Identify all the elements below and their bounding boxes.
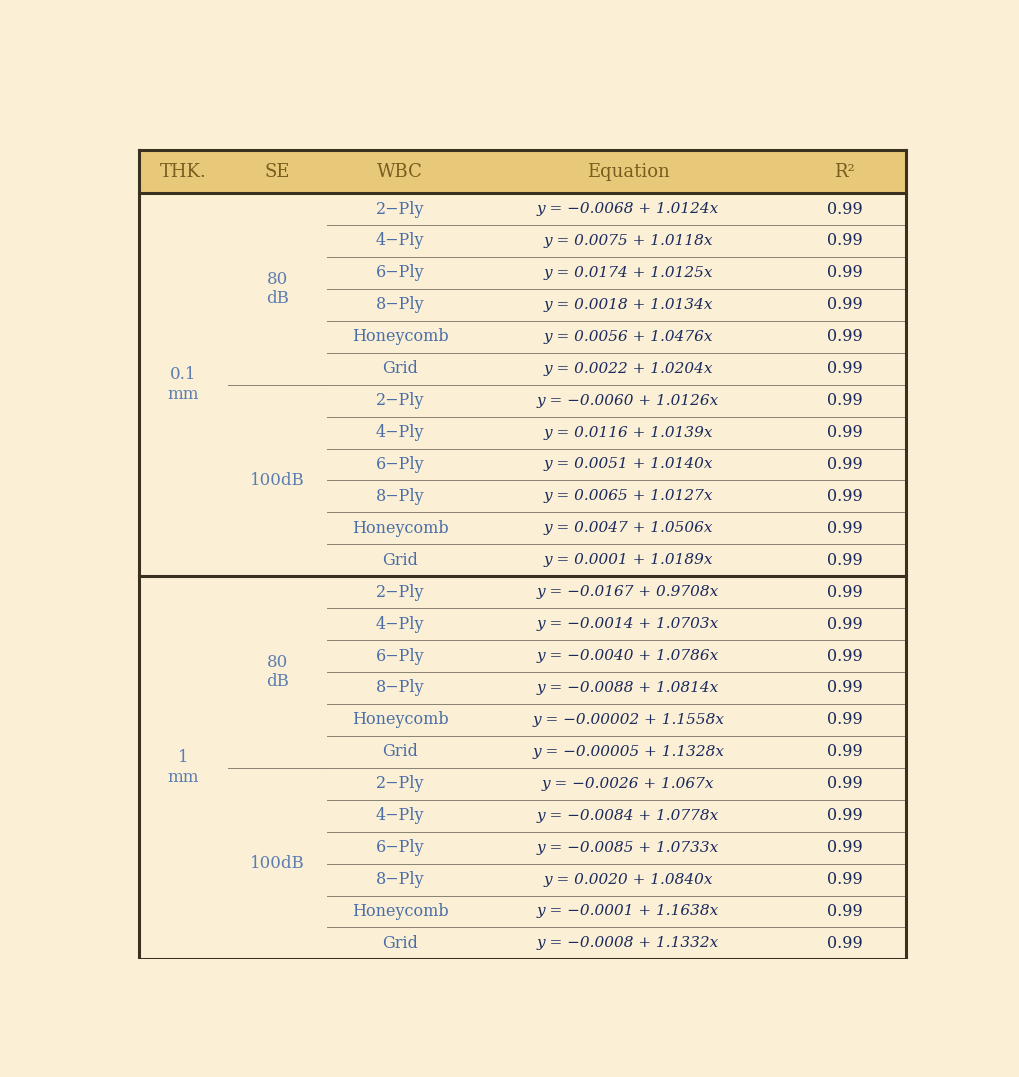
Text: 0.99: 0.99 — [826, 360, 862, 377]
Text: R²: R² — [834, 163, 854, 181]
Text: y = 0.0051 + 1.0140x: y = 0.0051 + 1.0140x — [543, 458, 712, 472]
Text: y = −0.0008 + 1.1332x: y = −0.0008 + 1.1332x — [537, 936, 718, 950]
Text: Honeycomb: Honeycomb — [352, 712, 448, 728]
Text: Honeycomb: Honeycomb — [352, 520, 448, 536]
Text: y = −0.0068 + 1.0124x: y = −0.0068 + 1.0124x — [537, 202, 718, 216]
Text: y = 0.0116 + 1.0139x: y = 0.0116 + 1.0139x — [543, 425, 712, 439]
Text: 0.99: 0.99 — [826, 296, 862, 313]
Text: Grid: Grid — [382, 935, 418, 952]
Text: y = 0.0075 + 1.0118x: y = 0.0075 + 1.0118x — [543, 234, 712, 248]
Text: 0.99: 0.99 — [826, 680, 862, 697]
Text: 4−Ply: 4−Ply — [375, 233, 424, 250]
Text: 0.99: 0.99 — [826, 871, 862, 889]
Text: y = −0.0001 + 1.1638x: y = −0.0001 + 1.1638x — [537, 905, 718, 919]
Text: 0.99: 0.99 — [826, 584, 862, 601]
Text: 1
mm: 1 mm — [167, 750, 199, 786]
Text: y = 0.0018 + 1.0134x: y = 0.0018 + 1.0134x — [543, 298, 712, 312]
Text: 0.99: 0.99 — [826, 392, 862, 409]
Text: 0.99: 0.99 — [826, 488, 862, 505]
Text: 2−Ply: 2−Ply — [375, 775, 424, 793]
Text: 2−Ply: 2−Ply — [375, 392, 424, 409]
Text: Grid: Grid — [382, 551, 418, 569]
Text: 0.99: 0.99 — [826, 520, 862, 536]
Text: y = 0.0056 + 1.0476x: y = 0.0056 + 1.0476x — [543, 330, 712, 344]
Text: Honeycomb: Honeycomb — [352, 328, 448, 346]
Text: 80
dB: 80 dB — [266, 654, 288, 690]
Text: y = 0.0001 + 1.0189x: y = 0.0001 + 1.0189x — [543, 554, 712, 568]
Text: SE: SE — [264, 163, 289, 181]
Text: y = 0.0047 + 1.0506x: y = 0.0047 + 1.0506x — [543, 521, 712, 535]
Text: Grid: Grid — [382, 360, 418, 377]
Text: y = −0.00005 + 1.1328x: y = −0.00005 + 1.1328x — [532, 745, 723, 759]
Text: WBC: WBC — [377, 163, 423, 181]
Text: 4−Ply: 4−Ply — [375, 616, 424, 632]
Text: 8−Ply: 8−Ply — [375, 871, 424, 889]
Text: 0.99: 0.99 — [826, 647, 862, 665]
Text: 0.99: 0.99 — [826, 200, 862, 218]
Text: 4−Ply: 4−Ply — [375, 807, 424, 824]
Text: y = 0.0065 + 1.0127x: y = 0.0065 + 1.0127x — [543, 489, 712, 503]
Text: y = −0.0088 + 1.0814x: y = −0.0088 + 1.0814x — [537, 681, 718, 695]
Text: y = −0.0085 + 1.0733x: y = −0.0085 + 1.0733x — [537, 841, 718, 855]
Text: 100dB: 100dB — [250, 855, 305, 872]
Text: 0.99: 0.99 — [826, 616, 862, 632]
Text: y = −0.0167 + 0.9708x: y = −0.0167 + 0.9708x — [537, 585, 718, 599]
Text: 0.99: 0.99 — [826, 328, 862, 346]
Text: 0.99: 0.99 — [826, 424, 862, 442]
Text: 4−Ply: 4−Ply — [375, 424, 424, 442]
Text: y = 0.0174 + 1.0125x: y = 0.0174 + 1.0125x — [543, 266, 712, 280]
Text: 80
dB: 80 dB — [266, 270, 288, 307]
Text: 6−Ply: 6−Ply — [375, 647, 424, 665]
Text: 8−Ply: 8−Ply — [375, 680, 424, 697]
Text: y = −0.00002 + 1.1558x: y = −0.00002 + 1.1558x — [532, 713, 723, 727]
Text: 6−Ply: 6−Ply — [375, 839, 424, 856]
Text: y = −0.0014 + 1.0703x: y = −0.0014 + 1.0703x — [537, 617, 718, 631]
Text: 2−Ply: 2−Ply — [375, 200, 424, 218]
Text: 0.99: 0.99 — [826, 265, 862, 281]
Text: y = −0.0084 + 1.0778x: y = −0.0084 + 1.0778x — [537, 809, 718, 823]
Text: Equation: Equation — [586, 163, 668, 181]
Text: 0.99: 0.99 — [826, 839, 862, 856]
Text: 0.1
mm: 0.1 mm — [167, 366, 199, 403]
Text: 8−Ply: 8−Ply — [375, 296, 424, 313]
Text: y = −0.0026 + 1.067x: y = −0.0026 + 1.067x — [541, 777, 713, 791]
Text: 0.99: 0.99 — [826, 903, 862, 920]
Text: 0.99: 0.99 — [826, 807, 862, 824]
Text: 6−Ply: 6−Ply — [375, 456, 424, 473]
Text: y = −0.0060 + 1.0126x: y = −0.0060 + 1.0126x — [537, 393, 718, 407]
Text: 0.99: 0.99 — [826, 233, 862, 250]
Text: 0.99: 0.99 — [826, 775, 862, 793]
Text: 100dB: 100dB — [250, 472, 305, 489]
Text: 0.99: 0.99 — [826, 712, 862, 728]
Text: Grid: Grid — [382, 743, 418, 760]
Text: 6−Ply: 6−Ply — [375, 265, 424, 281]
Text: THK.: THK. — [160, 163, 207, 181]
Text: 0.99: 0.99 — [826, 743, 862, 760]
Text: Honeycomb: Honeycomb — [352, 903, 448, 920]
Text: 0.99: 0.99 — [826, 456, 862, 473]
Text: y = 0.0020 + 1.0840x: y = 0.0020 + 1.0840x — [543, 872, 712, 886]
Text: y = 0.0022 + 1.0204x: y = 0.0022 + 1.0204x — [543, 362, 712, 376]
Text: 0.99: 0.99 — [826, 551, 862, 569]
Text: 8−Ply: 8−Ply — [375, 488, 424, 505]
Text: 0.99: 0.99 — [826, 935, 862, 952]
Bar — [140, 150, 905, 193]
Text: 2−Ply: 2−Ply — [375, 584, 424, 601]
Text: y = −0.0040 + 1.0786x: y = −0.0040 + 1.0786x — [537, 649, 718, 663]
